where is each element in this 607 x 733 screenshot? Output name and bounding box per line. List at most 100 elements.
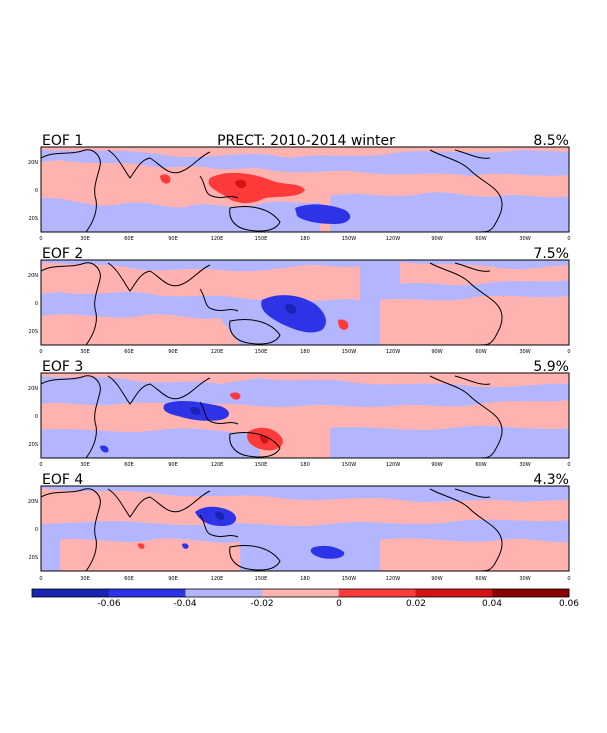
colorbar-frame <box>31 588 570 598</box>
colorbar-cell <box>108 589 186 597</box>
lon-tick-label: 0 <box>567 349 570 355</box>
panel-label: EOF 4 <box>42 472 83 488</box>
lon-tick-label: 60E <box>124 349 134 355</box>
lat-tick-label: 20S <box>28 555 38 561</box>
lon-axis-eof2: 0 30E 60E 90E 120E 150E 180 150W 120W 90… <box>39 349 570 355</box>
lat-tick-label: 20N <box>28 386 38 392</box>
lat-tick-label: 20S <box>28 329 38 335</box>
colorbar: -0.06 -0.04 -0.02 0 0.02 0.04 0.06 <box>31 588 579 609</box>
panel-variance: 5.9% <box>533 359 569 375</box>
coastlines-eof4 <box>41 488 503 571</box>
lon-tick-label: 0 <box>39 576 42 582</box>
lon-tick-label: 120W <box>386 462 401 468</box>
lon-tick-label: 120W <box>386 349 401 355</box>
lon-tick-label: 60E <box>124 236 134 242</box>
lon-tick-label: 180 <box>300 236 310 242</box>
panel-variance: 4.3% <box>533 472 569 488</box>
colorbar-cell <box>338 589 417 597</box>
lon-axis-eof1: 0 30E 60E 90E 120E 150E 180 150W 120W 90… <box>39 236 570 242</box>
coastlines-eof3 <box>41 375 503 458</box>
colorbar-cell <box>492 589 570 597</box>
lon-tick-label: 90W <box>431 236 442 242</box>
lon-tick-label: 90E <box>168 236 178 242</box>
lon-axis-eof4: 0 30E 60E 90E 120E 150E 180 150W 120W 90… <box>39 576 570 582</box>
colorbar-tick-label: 0.04 <box>482 599 502 609</box>
lat-tick-label: 20S <box>28 216 38 222</box>
panel-eof1: EOF 1 8.5% 20N 0 20S 0 30E <box>28 133 571 242</box>
lat-tick-label: 20N <box>28 160 38 166</box>
panel-frame <box>40 146 570 233</box>
panel-frame <box>40 372 570 459</box>
lon-axis-eof3: 0 30E 60E 90E 120E 150E 180 150W 120W 90… <box>39 462 570 468</box>
lon-tick-label: 30E <box>80 349 90 355</box>
lon-tick-label: 180 <box>300 576 310 582</box>
lon-tick-label: 90W <box>431 462 442 468</box>
lon-tick-label: 120W <box>386 236 401 242</box>
coastlines-eof1 <box>41 149 503 232</box>
lon-tick-label: 0 <box>39 236 42 242</box>
panel-label: EOF 2 <box>42 246 83 262</box>
lon-tick-label: 0 <box>39 462 42 468</box>
lon-tick-label: 0 <box>39 349 42 355</box>
lon-tick-label: 150W <box>342 576 357 582</box>
lon-tick-label: 90E <box>168 349 178 355</box>
lon-tick-label: 60W <box>475 576 486 582</box>
lat-tick-label: 20S <box>28 442 38 448</box>
colorbar-tick-label: -0.04 <box>173 599 197 609</box>
lon-tick-label: 30E <box>80 462 90 468</box>
lat-tick-label: 0 <box>35 301 38 307</box>
lat-tick-label: 0 <box>35 527 38 533</box>
lon-tick-label: 0 <box>567 236 570 242</box>
colorbar-cell <box>415 589 493 597</box>
lat-axis-eof3: 20N 0 20S <box>28 386 38 448</box>
panel-variance: 8.5% <box>533 133 569 149</box>
lon-tick-label: 60E <box>124 462 134 468</box>
colorbar-cell <box>185 589 263 597</box>
lon-tick-label: 30E <box>80 576 90 582</box>
panel-frame <box>40 485 570 572</box>
lon-tick-label: 150W <box>342 236 357 242</box>
field-eof4 <box>41 486 569 571</box>
lon-tick-label: 30W <box>519 462 530 468</box>
colorbar-tick-label: 0.06 <box>559 599 579 609</box>
lat-tick-label: 0 <box>35 188 38 194</box>
panel-frame <box>40 259 570 346</box>
lon-tick-label: 60E <box>124 576 134 582</box>
lon-tick-label: 120E <box>211 576 224 582</box>
lon-tick-label: 90E <box>168 576 178 582</box>
panel-variance: 7.5% <box>533 246 569 262</box>
colorbar-labels: -0.06 -0.04 -0.02 0 0.02 0.04 0.06 <box>97 599 579 609</box>
panel-eof3: EOF 3 5.9% 20N 0 20S <box>28 359 571 468</box>
lon-tick-label: 30W <box>519 576 530 582</box>
lat-tick-label: 20N <box>28 273 38 279</box>
panel-eof4: EOF 4 4.3% 20N 0 20S 0 <box>28 472 571 582</box>
lon-tick-label: 150E <box>255 576 268 582</box>
lon-tick-label: 150E <box>255 462 268 468</box>
field-eof2 <box>41 260 569 345</box>
lat-axis-eof1: 20N 0 20S <box>28 160 38 222</box>
lat-tick-label: 20N <box>28 499 38 505</box>
coastlines-eof2 <box>41 262 503 345</box>
panel-label: EOF 3 <box>42 359 83 375</box>
lon-tick-label: 120E <box>211 349 224 355</box>
lat-tick-label: 0 <box>35 414 38 420</box>
colorbar-cell <box>262 589 340 597</box>
figure-title: PRECT: 2010-2014 winter <box>217 133 395 149</box>
lon-tick-label: 30W <box>519 349 530 355</box>
colorbar-tick-label: 0.02 <box>406 599 426 609</box>
colorbar-cell <box>32 589 110 597</box>
lat-axis-eof4: 20N 0 20S <box>28 499 38 561</box>
colorbar-tick-label: -0.06 <box>97 599 121 609</box>
colorbar-tick-label: -0.02 <box>250 599 273 609</box>
lon-tick-label: 150E <box>255 349 268 355</box>
lon-tick-label: 120E <box>211 236 224 242</box>
lon-tick-label: 30W <box>519 236 530 242</box>
lon-tick-label: 60W <box>475 462 486 468</box>
lon-tick-label: 120E <box>211 462 224 468</box>
lon-tick-label: 30E <box>80 236 90 242</box>
lat-axis-eof2: 20N 0 20S <box>28 273 38 335</box>
lon-tick-label: 150E <box>255 236 268 242</box>
field-eof1 <box>41 147 569 232</box>
